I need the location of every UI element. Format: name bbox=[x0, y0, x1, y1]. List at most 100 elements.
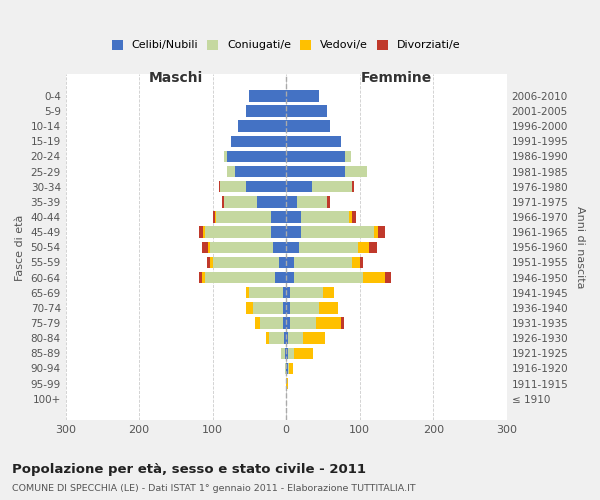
Bar bbox=[211, 257, 212, 268]
Bar bbox=[199, 226, 203, 238]
Bar bbox=[349, 212, 352, 222]
Bar bbox=[352, 257, 360, 268]
Bar bbox=[238, 120, 286, 132]
Bar bbox=[271, 212, 286, 222]
Bar bbox=[208, 242, 211, 253]
Bar bbox=[345, 166, 367, 177]
Bar bbox=[286, 363, 287, 374]
Bar bbox=[294, 348, 313, 359]
Text: Maschi: Maschi bbox=[149, 72, 203, 86]
Bar bbox=[286, 212, 301, 222]
Bar bbox=[246, 287, 250, 298]
Bar bbox=[289, 363, 293, 374]
Bar bbox=[286, 332, 289, 344]
Bar bbox=[289, 348, 294, 359]
Bar bbox=[286, 318, 290, 328]
Bar bbox=[352, 212, 356, 222]
Bar bbox=[286, 257, 293, 268]
Bar bbox=[260, 318, 283, 328]
Bar bbox=[301, 212, 349, 222]
Bar bbox=[250, 287, 283, 298]
Bar bbox=[254, 318, 260, 328]
Bar bbox=[207, 257, 211, 268]
Bar bbox=[286, 166, 345, 177]
Bar bbox=[286, 136, 341, 147]
Bar bbox=[250, 90, 286, 102]
Bar bbox=[385, 272, 391, 283]
Bar bbox=[290, 302, 319, 314]
Bar bbox=[214, 212, 215, 222]
Bar bbox=[286, 226, 301, 238]
Bar bbox=[345, 151, 351, 162]
Bar bbox=[286, 302, 290, 314]
Bar bbox=[293, 272, 364, 283]
Bar bbox=[286, 120, 331, 132]
Y-axis label: Anni di nascita: Anni di nascita bbox=[575, 206, 585, 288]
Bar bbox=[275, 272, 286, 283]
Bar bbox=[286, 378, 287, 390]
Bar bbox=[283, 318, 286, 328]
Bar bbox=[286, 348, 289, 359]
Bar bbox=[316, 318, 341, 328]
Bar bbox=[293, 257, 352, 268]
Text: Femmine: Femmine bbox=[361, 72, 432, 86]
Bar bbox=[205, 226, 271, 238]
Bar bbox=[205, 272, 275, 283]
Bar bbox=[290, 318, 316, 328]
Bar bbox=[224, 196, 257, 207]
Bar bbox=[297, 196, 326, 207]
Bar bbox=[222, 196, 224, 207]
Bar bbox=[285, 348, 286, 359]
Bar bbox=[246, 181, 286, 192]
Bar bbox=[301, 226, 374, 238]
Bar bbox=[319, 302, 338, 314]
Bar bbox=[299, 242, 358, 253]
Bar bbox=[286, 106, 326, 117]
Bar bbox=[286, 151, 345, 162]
Bar bbox=[215, 212, 217, 222]
Bar bbox=[341, 318, 344, 328]
Bar bbox=[253, 302, 283, 314]
Bar bbox=[283, 302, 286, 314]
Bar bbox=[202, 242, 208, 253]
Bar bbox=[303, 332, 325, 344]
Bar bbox=[273, 242, 286, 253]
Bar bbox=[360, 257, 364, 268]
Bar bbox=[217, 212, 271, 222]
Bar bbox=[286, 287, 290, 298]
Bar bbox=[364, 272, 385, 283]
Text: COMUNE DI SPECCHIA (LE) - Dati ISTAT 1° gennaio 2011 - Elaborazione TUTTITALIA.I: COMUNE DI SPECCHIA (LE) - Dati ISTAT 1° … bbox=[12, 484, 416, 493]
Bar bbox=[279, 257, 286, 268]
Bar bbox=[227, 166, 235, 177]
Bar bbox=[199, 272, 202, 283]
Bar bbox=[281, 348, 285, 359]
Y-axis label: Fasce di età: Fasce di età bbox=[15, 214, 25, 280]
Bar bbox=[323, 287, 334, 298]
Bar bbox=[358, 242, 369, 253]
Bar bbox=[231, 136, 286, 147]
Bar bbox=[266, 332, 269, 344]
Bar bbox=[271, 226, 286, 238]
Bar bbox=[212, 257, 279, 268]
Bar bbox=[326, 196, 331, 207]
Bar bbox=[289, 332, 303, 344]
Bar bbox=[287, 363, 289, 374]
Bar bbox=[235, 166, 286, 177]
Bar bbox=[286, 90, 319, 102]
Bar bbox=[246, 302, 253, 314]
Legend: Celibi/Nubili, Coniugati/e, Vedovi/e, Divorziati/e: Celibi/Nubili, Coniugati/e, Vedovi/e, Di… bbox=[107, 35, 465, 55]
Bar bbox=[224, 151, 227, 162]
Bar bbox=[374, 226, 378, 238]
Bar bbox=[220, 181, 246, 192]
Bar bbox=[211, 242, 273, 253]
Bar bbox=[257, 196, 286, 207]
Bar bbox=[290, 287, 323, 298]
Bar bbox=[246, 106, 286, 117]
Bar bbox=[286, 196, 297, 207]
Bar bbox=[269, 332, 284, 344]
Text: Popolazione per età, sesso e stato civile - 2011: Popolazione per età, sesso e stato civil… bbox=[12, 462, 366, 475]
Bar bbox=[286, 181, 312, 192]
Bar bbox=[378, 226, 385, 238]
Bar bbox=[284, 332, 286, 344]
Bar bbox=[352, 181, 354, 192]
